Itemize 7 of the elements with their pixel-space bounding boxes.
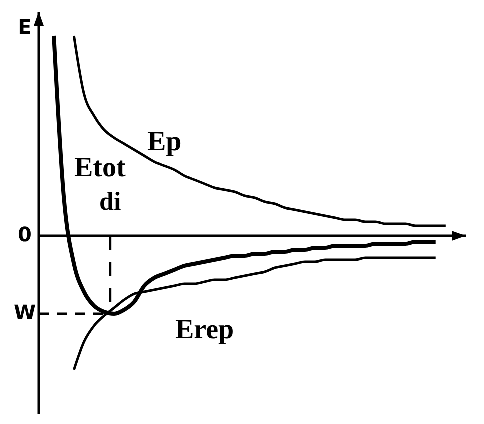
annotation: di	[99, 186, 122, 216]
series-label: Etot	[74, 152, 126, 184]
y-axis-title: E	[18, 15, 32, 39]
series-label: Ep	[147, 126, 182, 158]
ref-line-label: W	[14, 300, 36, 324]
text: 0	[18, 222, 32, 246]
series-label: Erep	[175, 314, 234, 346]
